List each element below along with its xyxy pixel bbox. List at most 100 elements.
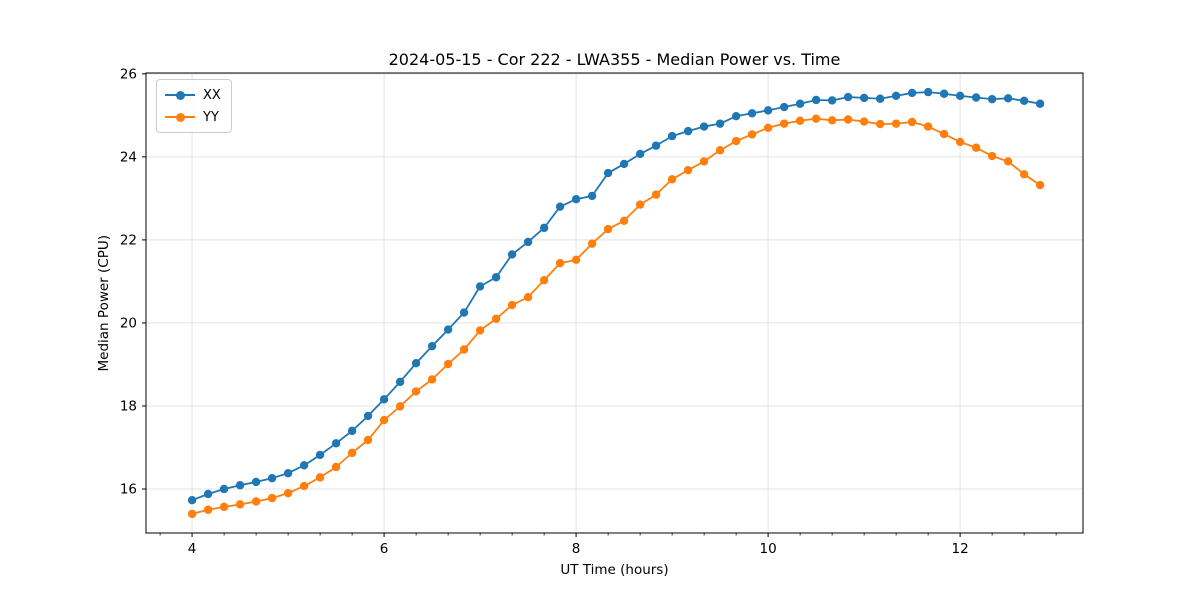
x-axis-label: UT Time (hours) (560, 562, 669, 578)
y-tick-label: 20 (120, 315, 137, 331)
data-point-xx (411, 358, 421, 368)
data-point-xx (683, 126, 693, 136)
data-point-xx (475, 282, 485, 291)
data-point-yy (827, 116, 837, 125)
data-point-xx (1003, 94, 1013, 103)
data-point-yy (859, 117, 869, 126)
y-tick-label: 16 (120, 481, 137, 497)
data-point-yy (251, 497, 261, 506)
data-point-xx (1035, 99, 1045, 108)
data-point-xx (971, 93, 981, 102)
data-point-yy (395, 402, 405, 411)
data-point-xx (619, 159, 629, 169)
data-point-yy (779, 119, 789, 128)
data-point-xx (219, 484, 229, 494)
data-point-yy (267, 493, 277, 503)
data-point-yy (843, 115, 853, 124)
data-point-xx (747, 109, 757, 118)
data-point-xx (427, 341, 437, 351)
data-point-xx (331, 439, 341, 448)
y-tick-label: 24 (120, 149, 137, 165)
x-tick-label: 8 (572, 541, 581, 557)
data-point-yy (363, 435, 373, 445)
y-tick-label: 26 (120, 66, 137, 82)
data-point-xx (715, 119, 725, 128)
data-point-yy (203, 505, 213, 514)
legend-item-yy: YY (165, 108, 221, 126)
data-point-yy (459, 345, 469, 354)
data-point-xx (587, 191, 597, 201)
data-point-yy (651, 190, 661, 199)
data-point-xx (699, 122, 709, 131)
data-point-xx (651, 141, 661, 150)
data-point-xx (763, 106, 773, 115)
data-point-xx (283, 469, 293, 478)
data-point-xx (923, 87, 933, 97)
x-tick-label: 4 (188, 541, 197, 557)
data-point-yy (539, 275, 549, 285)
data-point-xx (523, 237, 533, 247)
data-point-xx (379, 395, 389, 404)
data-point-yy (731, 136, 741, 146)
x-tick-label: 12 (952, 541, 969, 557)
data-point-yy (635, 200, 645, 209)
data-point-xx (571, 195, 581, 204)
data-point-yy (443, 359, 453, 369)
data-point-xx (603, 168, 613, 178)
data-point-yy (891, 119, 901, 128)
chart-title: 2024-05-15 - Cor 222 - LWA355 - Median P… (388, 50, 841, 69)
data-point-yy (283, 488, 293, 498)
data-point-xx (459, 308, 469, 317)
data-point-yy (1019, 170, 1029, 179)
data-point-yy (795, 116, 805, 125)
data-point-yy (603, 224, 613, 234)
legend-label: XX (203, 87, 221, 103)
data-point-yy (907, 117, 917, 127)
data-point-yy (187, 509, 197, 519)
y-tick-label: 22 (120, 232, 137, 248)
data-point-yy (379, 415, 389, 425)
data-point-yy (811, 114, 821, 123)
plot-border (145, 72, 1084, 534)
data-point-xx (939, 89, 949, 98)
data-point-xx (235, 481, 245, 490)
data-point-xx (795, 99, 805, 108)
data-point-xx (555, 202, 565, 211)
data-point-yy (219, 502, 229, 512)
data-point-yy (955, 137, 965, 147)
data-point-yy (427, 375, 437, 384)
data-point-yy (1003, 157, 1013, 166)
data-point-yy (571, 255, 581, 265)
data-point-yy (971, 143, 981, 152)
data-point-xx (187, 496, 197, 505)
data-point-xx (859, 93, 869, 103)
data-point-yy (587, 239, 597, 248)
data-point-yy (475, 326, 485, 335)
data-point-xx (443, 325, 453, 334)
data-point-xx (667, 131, 677, 141)
data-point-yy (315, 473, 325, 482)
data-point-yy (347, 448, 357, 458)
data-point-yy (235, 500, 245, 509)
series-line-xx (191, 91, 1041, 502)
data-point-xx (907, 88, 917, 98)
legend-label: YY (203, 109, 219, 125)
data-point-yy (667, 175, 677, 184)
data-point-xx (827, 96, 837, 105)
data-point-xx (987, 94, 997, 104)
line-marker-icon (165, 90, 195, 100)
x-tick-label: 10 (760, 541, 777, 557)
data-point-xx (363, 411, 373, 421)
data-point-xx (539, 223, 549, 233)
data-point-yy (619, 216, 629, 225)
data-point-yy (555, 258, 565, 268)
data-point-yy (683, 165, 693, 175)
data-point-xx (507, 250, 517, 259)
data-point-yy (939, 129, 949, 139)
data-point-xx (1019, 96, 1029, 106)
data-point-yy (523, 292, 533, 302)
data-point-xx (203, 489, 213, 499)
data-point-yy (331, 462, 341, 472)
data-point-yy (411, 387, 421, 396)
